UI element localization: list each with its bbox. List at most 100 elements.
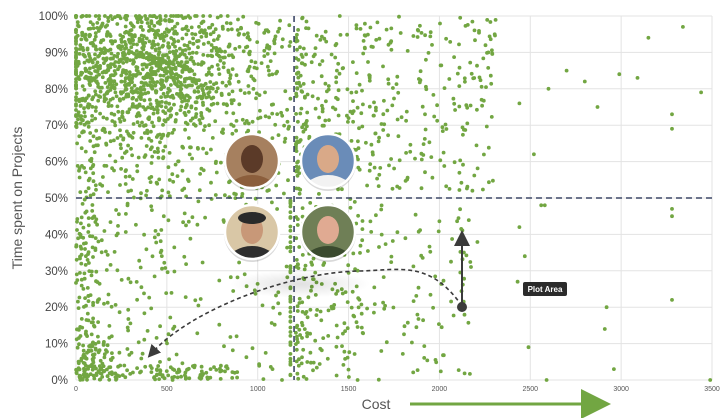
data-point bbox=[263, 114, 268, 119]
data-point bbox=[165, 69, 170, 74]
data-point bbox=[335, 68, 339, 73]
data-point bbox=[119, 73, 124, 78]
data-point bbox=[79, 72, 83, 77]
data-point bbox=[490, 52, 495, 56]
data-point bbox=[390, 239, 395, 243]
data-point bbox=[97, 94, 101, 99]
data-point bbox=[154, 15, 159, 20]
data-point bbox=[300, 55, 305, 59]
data-point bbox=[326, 308, 331, 313]
data-point bbox=[320, 59, 325, 63]
data-point bbox=[411, 299, 416, 303]
data-point bbox=[304, 19, 309, 24]
data-point bbox=[376, 139, 381, 144]
data-point bbox=[74, 95, 78, 100]
data-point bbox=[98, 89, 103, 94]
data-point bbox=[337, 71, 342, 76]
data-point bbox=[77, 336, 81, 340]
data-point bbox=[542, 203, 547, 208]
data-point bbox=[486, 50, 491, 55]
data-point bbox=[311, 360, 316, 365]
data-point bbox=[305, 315, 310, 320]
x-tick-label: 1500 bbox=[341, 386, 357, 393]
data-point bbox=[139, 85, 143, 90]
data-point bbox=[141, 105, 146, 109]
data-point bbox=[377, 245, 381, 249]
data-point bbox=[372, 285, 377, 290]
data-point bbox=[582, 79, 587, 84]
data-point bbox=[298, 333, 302, 337]
data-point bbox=[397, 158, 402, 163]
data-point bbox=[130, 153, 135, 158]
data-point bbox=[288, 216, 293, 220]
data-point bbox=[158, 360, 162, 364]
data-point bbox=[241, 14, 246, 19]
data-point bbox=[88, 26, 93, 31]
data-point bbox=[475, 63, 479, 68]
avatar-border bbox=[299, 203, 357, 261]
data-point bbox=[150, 145, 154, 150]
data-point bbox=[113, 71, 118, 76]
data-point bbox=[479, 84, 484, 89]
data-point bbox=[219, 160, 223, 165]
x-tick-label: 500 bbox=[161, 386, 173, 393]
data-point bbox=[267, 115, 271, 120]
data-point bbox=[179, 104, 184, 109]
data-point bbox=[218, 377, 223, 381]
data-point bbox=[230, 67, 235, 71]
data-point bbox=[372, 100, 376, 105]
data-point bbox=[114, 208, 118, 212]
data-point bbox=[76, 117, 80, 122]
data-point bbox=[190, 156, 195, 161]
data-point bbox=[121, 96, 126, 101]
data-point bbox=[367, 104, 372, 109]
data-point bbox=[215, 37, 220, 41]
data-point bbox=[136, 52, 141, 57]
data-point bbox=[195, 331, 200, 336]
data-point bbox=[148, 76, 153, 80]
data-point bbox=[222, 61, 226, 65]
data-point bbox=[297, 245, 302, 249]
data-point bbox=[421, 142, 426, 147]
data-point bbox=[152, 235, 157, 240]
data-point bbox=[444, 184, 449, 189]
y-tick-label: 0% bbox=[51, 375, 68, 387]
data-point bbox=[89, 58, 94, 63]
data-point bbox=[106, 48, 111, 53]
data-point bbox=[145, 131, 150, 136]
data-point bbox=[131, 42, 136, 46]
data-point bbox=[74, 272, 79, 277]
data-point bbox=[283, 136, 288, 141]
data-point bbox=[201, 88, 205, 93]
data-point bbox=[352, 352, 357, 356]
data-point bbox=[346, 120, 350, 124]
data-point bbox=[237, 45, 242, 49]
data-point bbox=[442, 86, 447, 90]
data-point bbox=[385, 108, 390, 113]
data-point bbox=[94, 187, 98, 192]
data-point bbox=[294, 258, 299, 262]
data-point bbox=[282, 191, 286, 196]
data-point bbox=[358, 27, 363, 31]
data-point bbox=[217, 278, 222, 283]
data-point bbox=[155, 146, 160, 151]
data-point bbox=[118, 142, 123, 147]
data-point bbox=[149, 370, 154, 374]
data-point bbox=[121, 90, 125, 94]
data-point bbox=[336, 113, 341, 118]
data-point bbox=[85, 377, 89, 382]
data-point bbox=[359, 311, 364, 316]
data-point bbox=[89, 79, 94, 83]
data-point bbox=[91, 373, 96, 378]
data-point bbox=[93, 183, 98, 188]
data-point bbox=[124, 168, 128, 173]
data-point bbox=[444, 127, 449, 131]
data-point bbox=[171, 179, 176, 184]
data-point bbox=[285, 119, 290, 124]
data-point bbox=[282, 140, 287, 144]
data-point bbox=[88, 193, 93, 198]
data-point bbox=[456, 216, 461, 221]
data-point bbox=[300, 125, 304, 130]
data-point bbox=[163, 111, 168, 115]
data-point bbox=[135, 87, 140, 91]
